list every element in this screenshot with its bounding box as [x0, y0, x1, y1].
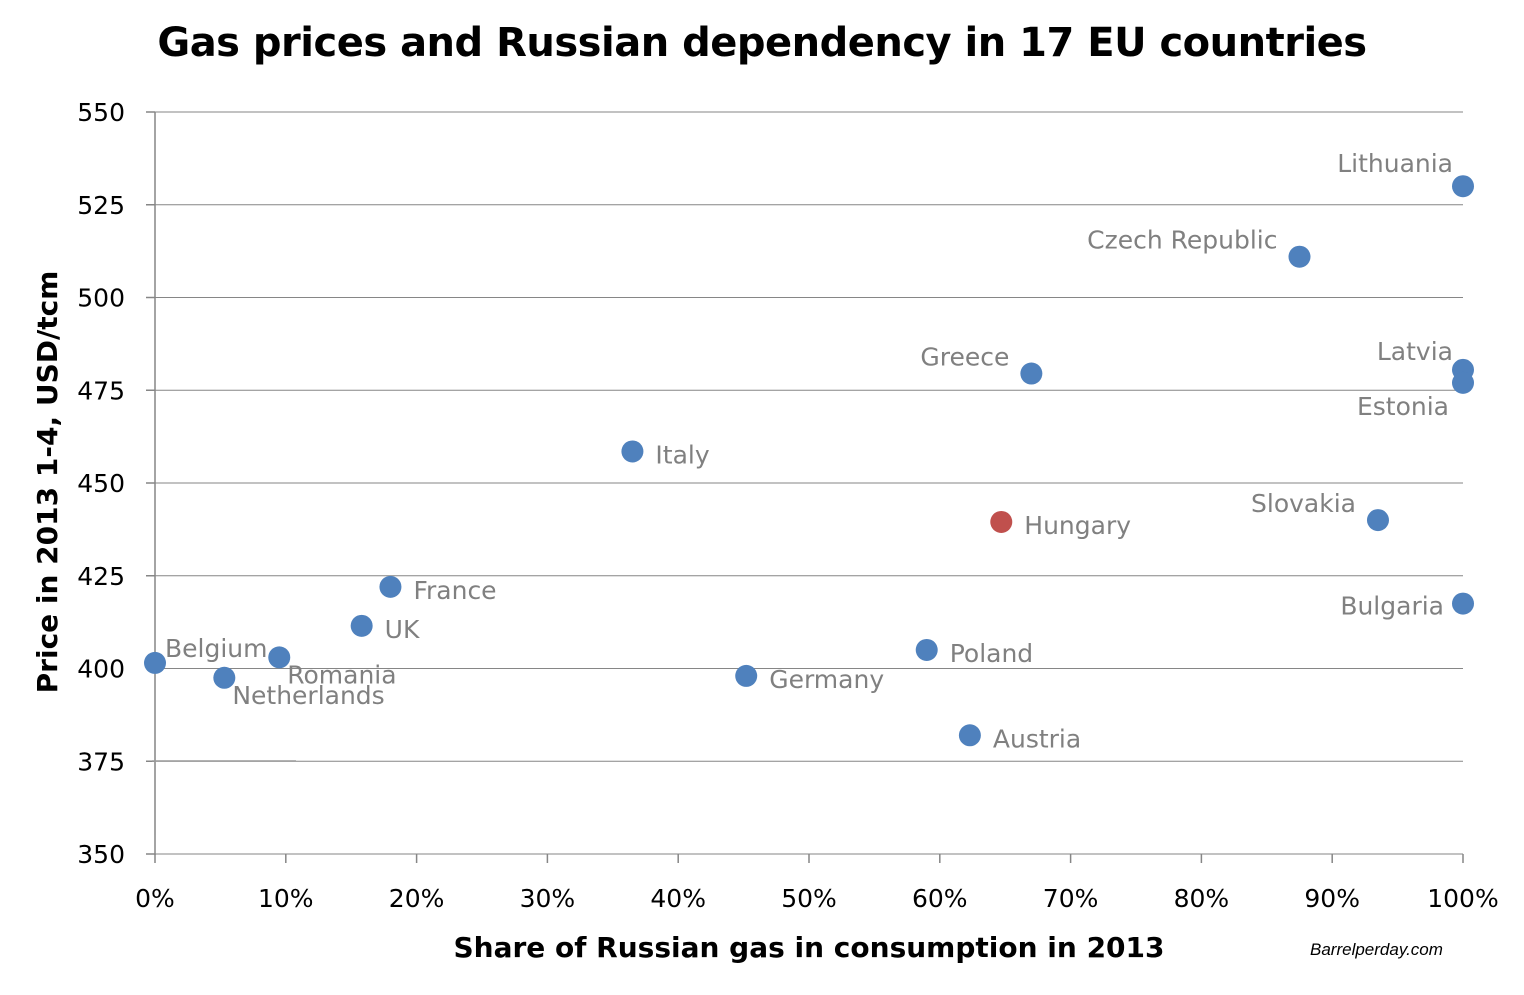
x-tick-label: 0%	[135, 884, 175, 913]
point-italy	[621, 440, 644, 463]
label-netherlands: Netherlands	[232, 681, 384, 710]
x-tick-label: 30%	[520, 884, 576, 913]
y-tick-label: 450	[77, 469, 125, 498]
label-estonia: Estonia	[1357, 392, 1449, 421]
label-lithuania: Lithuania	[1337, 149, 1453, 178]
label-france: France	[413, 576, 496, 605]
point-uk	[350, 614, 373, 637]
y-tick-label: 550	[77, 98, 125, 127]
point-lithuania	[1452, 175, 1474, 198]
axes	[152, 112, 296, 855]
x-tick-label: 10%	[258, 884, 314, 913]
point-netherlands	[213, 666, 236, 689]
point-austria	[958, 724, 981, 747]
y-tick-label: 425	[77, 562, 125, 591]
y-ticks: 350 375 400 425 450 475 500 525 550	[77, 98, 125, 869]
label-poland: Poland	[950, 639, 1033, 668]
label-germany: Germany	[769, 665, 884, 694]
x-tick-label: 80%	[1174, 884, 1230, 913]
y-tick-label: 400	[77, 655, 125, 684]
source-credit: Barrelperday.com	[1310, 940, 1443, 959]
point-bulgaria	[1452, 592, 1474, 615]
y-axis-title: Price in 2013 1-4, USD/tcm	[31, 271, 64, 694]
x-tick-label: 20%	[389, 884, 445, 913]
point-germany	[735, 664, 758, 687]
label-austria: Austria	[993, 724, 1081, 753]
label-italy: Italy	[655, 440, 709, 469]
label-czech-republic: Czech Republic	[1087, 226, 1277, 255]
label-latvia: Latvia	[1377, 337, 1453, 366]
label-slovakia: Slovakia	[1251, 489, 1356, 518]
point-romania	[268, 646, 291, 669]
x-tick-label: 90%	[1304, 884, 1360, 913]
x-tick-label: 50%	[781, 884, 837, 913]
gridlines	[146, 111, 1463, 855]
point-belgium	[144, 651, 166, 674]
x-tick-label: 70%	[1043, 884, 1099, 913]
y-tick-label: 350	[77, 840, 125, 869]
label-belgium: Belgium	[165, 634, 268, 663]
x-tick-label: 100%	[1427, 884, 1498, 913]
x-tick-label: 40%	[650, 884, 706, 913]
label-hungary: Hungary	[1024, 511, 1131, 540]
point-czech-republic	[1288, 245, 1311, 268]
point-hungary	[990, 510, 1013, 533]
point-estonia	[1452, 371, 1474, 394]
label-romania: Romania	[287, 660, 396, 689]
y-tick-label: 525	[77, 191, 125, 220]
point-poland	[915, 638, 938, 661]
label-bulgaria: Bulgaria	[1340, 592, 1444, 621]
y-tick-label: 375	[77, 747, 125, 776]
label-uk: UK	[385, 615, 420, 644]
x-axis-title: Share of Russian gas in consumption in 2…	[453, 931, 1164, 964]
data-points	[144, 175, 1474, 747]
x-ticks: 0% 10% 20% 30% 40% 50% 60% 70% 80% 90% 100%	[135, 854, 1499, 913]
y-tick-label: 500	[77, 284, 125, 313]
point-slovakia	[1366, 509, 1389, 532]
point-france	[379, 575, 402, 598]
y-tick-label: 475	[77, 376, 125, 405]
label-greece: Greece	[920, 343, 1009, 372]
point-greece	[1020, 362, 1043, 385]
chart-title: Gas prices and Russian dependency in 17 …	[157, 20, 1367, 66]
x-tick-label: 60%	[912, 884, 968, 913]
